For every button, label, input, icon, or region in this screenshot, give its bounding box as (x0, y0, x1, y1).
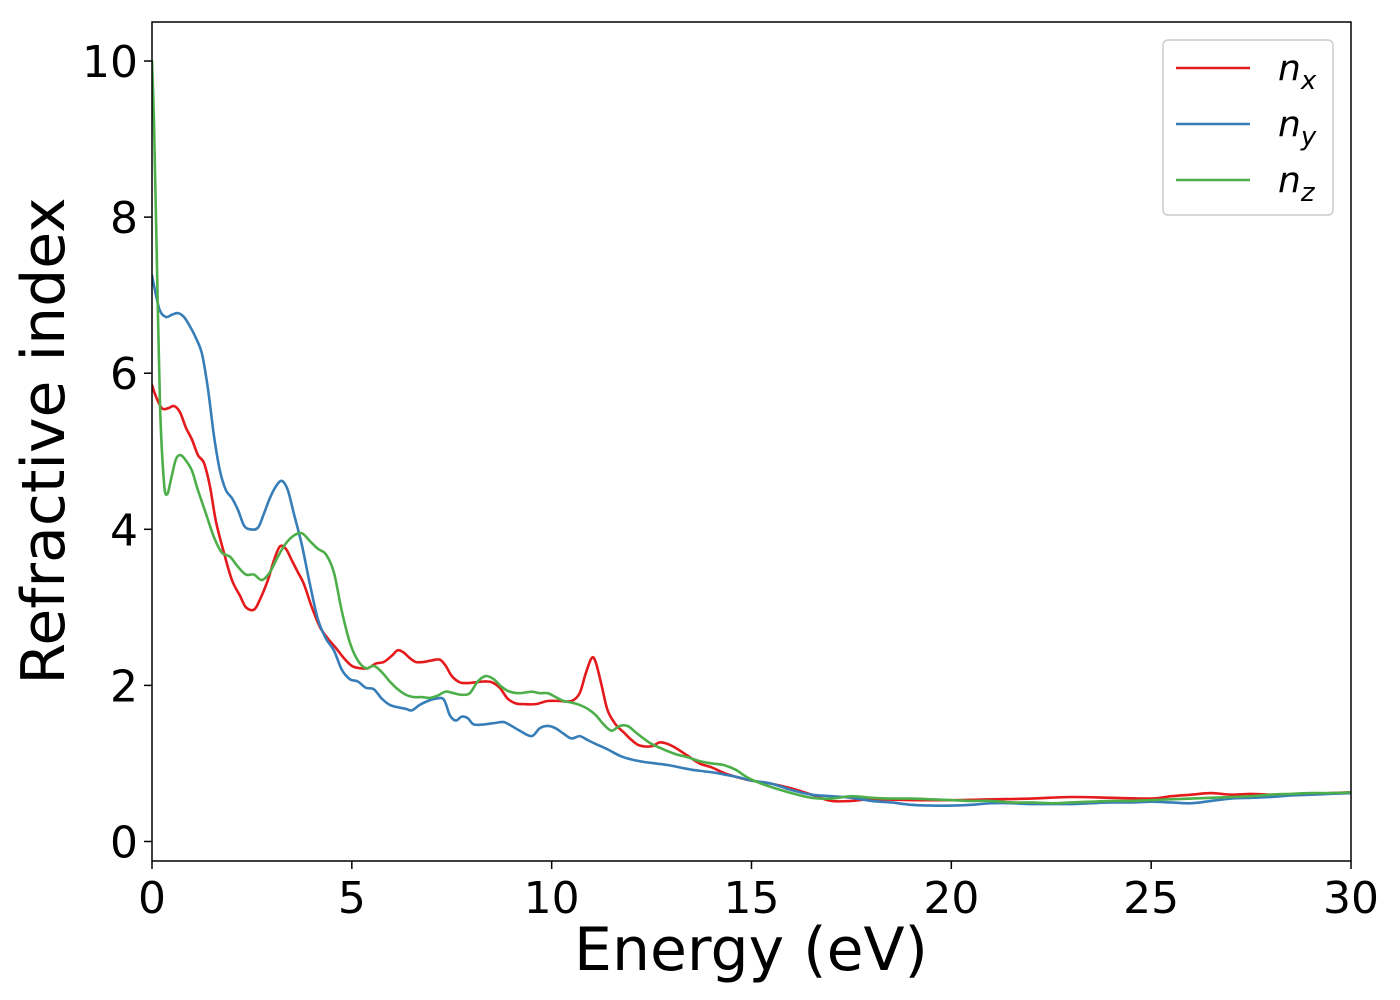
x-axis-label: Energy (eV) (574, 915, 928, 985)
legend-box (1162, 39, 1334, 216)
y-axis-label: Refractive index (9, 197, 79, 684)
y-tick-label: 10 (82, 37, 138, 88)
x-tick-label: 0 (138, 873, 166, 924)
series-line-n-y (152, 274, 1351, 807)
x-tick-label: 10 (524, 873, 580, 924)
x-axis: 0 5 10 15 20 25 30 (138, 861, 1379, 924)
series-line-n-x (152, 383, 1351, 803)
y-tick-label: 0 (110, 817, 138, 868)
x-tick-label: 20 (923, 873, 979, 924)
y-tick-label: 8 (110, 193, 138, 244)
x-tick-label: 25 (1123, 873, 1179, 924)
legend-label-n-y: ny (1278, 104, 1317, 152)
x-tick-label: 5 (338, 873, 366, 924)
series-layer (152, 59, 1351, 807)
x-tick-label: 15 (724, 873, 780, 924)
legend-label-n-x: nx (1278, 48, 1317, 96)
legend-label-n-z: nz (1278, 160, 1316, 208)
legend: nx ny nz (1162, 39, 1334, 216)
series-line-n-z (152, 59, 1351, 805)
y-axis: 0 2 4 6 8 10 (82, 37, 152, 868)
x-tick-label: 30 (1323, 873, 1379, 924)
y-tick-label: 2 (110, 661, 138, 712)
y-tick-label: 4 (110, 505, 138, 556)
y-tick-label: 6 (110, 349, 138, 400)
